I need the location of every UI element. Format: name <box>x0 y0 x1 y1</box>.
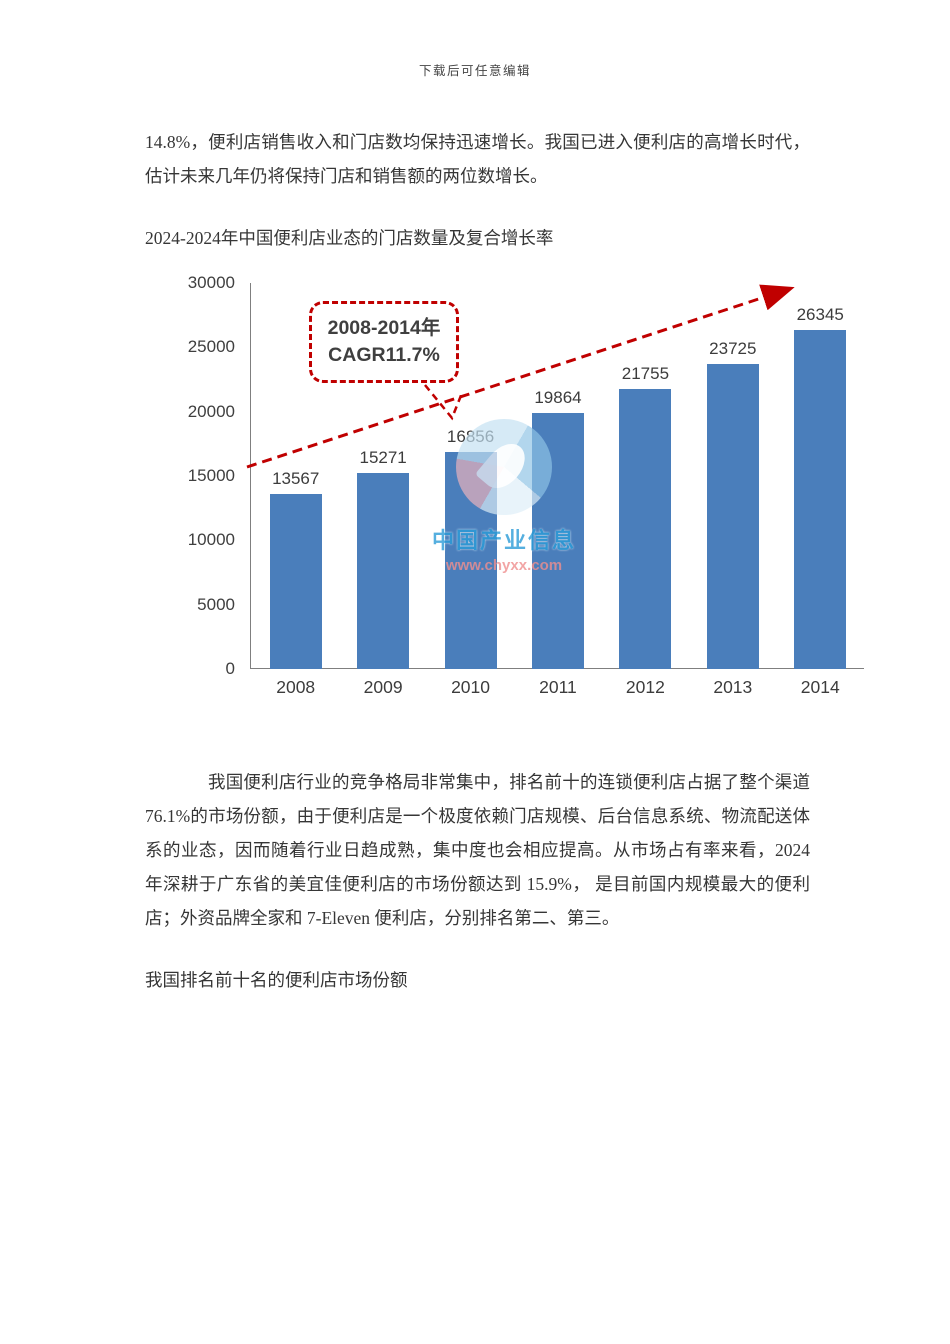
x-tick-label: 2011 <box>539 677 577 697</box>
bar-value-label: 16856 <box>446 427 495 446</box>
y-tick-label: 25000 <box>187 337 235 357</box>
bar-column: 26345 <box>777 283 864 669</box>
x-tick-label: 2010 <box>451 677 491 697</box>
bar-value-label: 23725 <box>709 339 757 358</box>
x-tick-label: 2009 <box>363 677 403 697</box>
bar-column: 19864 <box>514 283 601 669</box>
bar-value-label: 13567 <box>272 469 320 488</box>
y-axis: 0 5000 10000 15000 20000 25000 30000 <box>171 271 243 723</box>
bar-value-label: 26345 <box>796 305 844 324</box>
document-content: 14.8%，便利店销售收入和门店数均保持迅速增长。我国已进入便利店的高增长时代，… <box>0 125 950 997</box>
bar <box>269 494 322 669</box>
bar <box>706 364 759 669</box>
y-tick-label: 20000 <box>187 401 235 421</box>
bar-value-label: 15271 <box>359 448 407 467</box>
bar <box>619 389 672 669</box>
bar <box>531 413 584 669</box>
bar-value-label: 21755 <box>621 364 670 383</box>
bar <box>794 330 847 669</box>
x-axis: 2008 2009 2010 2011 2012 2013 2014 <box>252 677 864 698</box>
doc-header-note: 下载后可任意编辑 <box>418 64 531 78</box>
y-tick-label: 0 <box>225 659 235 678</box>
cagr-callout-line2: CAGR11.7% <box>328 344 440 366</box>
cagr-callout: 2008-2014年 CAGR11.7% <box>309 301 459 383</box>
bar-column: 21755 <box>602 283 689 669</box>
chart-caption: 2024-2024年中国便利店业态的门店数量及复合增长率 <box>145 228 554 248</box>
bar <box>444 452 497 669</box>
table-caption: 我国排名前十名的便利店市场份额 <box>145 970 408 990</box>
x-tick-label: 2012 <box>625 677 665 697</box>
x-tick-label: 2014 <box>800 677 840 697</box>
bar-column: 23725 <box>689 283 776 669</box>
bar-chart: 0 5000 10000 15000 20000 25000 30000 13567 1527… <box>171 271 883 723</box>
x-tick-label: 2013 <box>713 677 753 697</box>
y-tick-label: 30000 <box>187 273 235 292</box>
y-tick-label: 15000 <box>187 466 235 485</box>
paragraph-competition: 我国便利店行业的竞争格局非常集中，排名前十的连锁便利店占据了整个渠道 76.1%… <box>145 772 810 928</box>
x-tick-label: 2008 <box>276 677 316 697</box>
bar-column: 13567 <box>252 283 339 669</box>
bar-value-label: 19864 <box>534 388 582 407</box>
bar <box>357 473 410 669</box>
cagr-callout-line1: 2008-2014年 <box>327 317 441 339</box>
y-tick-label: 10000 <box>187 530 235 550</box>
y-tick-label: 5000 <box>197 594 235 614</box>
paragraph-growth: 14.8%，便利店销售收入和门店数均保持迅速增长。我国已进入便利店的高增长时代，… <box>145 132 810 186</box>
